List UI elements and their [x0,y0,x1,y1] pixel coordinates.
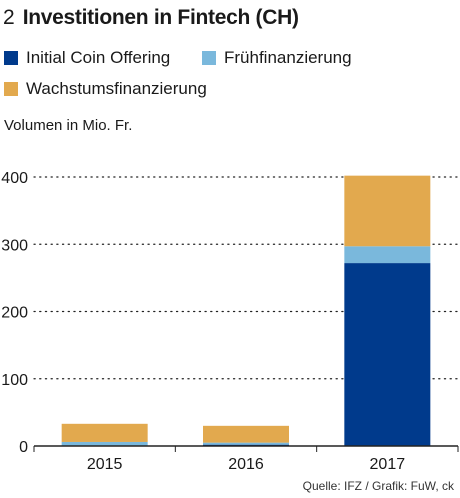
legend-item-ico: Initial Coin Offering [4,48,170,68]
legend-label-fruehfinanzierung: Frühfinanzierung [224,48,352,67]
chart-header: 2 Investitionen in Fintech (CH) [3,6,299,36]
bar-2017-series-1 [344,246,431,264]
legend-item-wachstumsfinanzierung: Wachstumsfinanzierung [4,79,207,99]
bar-2015-series-2 [61,423,148,442]
chart-title: Investitionen in Fintech (CH) [22,6,299,29]
source-note: Quelle: IFZ / Grafik: FuW, ck [302,479,454,493]
legend-swatch-ico [4,51,18,65]
y-tick-label-0: 0 [19,439,28,456]
bar-2016-series-2 [203,425,289,443]
figure-number: 2 [3,6,15,29]
legend-label-ico: Initial Coin Offering [26,48,171,67]
y-tick-label-300: 300 [1,237,28,254]
y-tick-label-100: 100 [1,372,28,389]
y-axis-label: Volumen in Mio. Fr. [4,117,133,134]
bar-2016-series-1 [203,442,289,445]
legend-label-wachstumsfinanzierung: Wachstumsfinanzierung [26,79,207,98]
legend-item-fruehfinanzierung: Frühfinanzierung [202,48,352,68]
legend-swatch-fruehfinanzierung [202,51,216,65]
x-tick-label-2016: 2016 [228,456,264,473]
bar-2017-series-2 [344,175,431,247]
bar-2017-series-0 [344,263,431,446]
y-tick-label-400: 400 [1,170,28,187]
x-tick-label-2017: 2017 [370,456,406,473]
bar-2015-series-1 [61,441,148,446]
y-tick-label-200: 200 [1,305,28,322]
legend-swatch-wachstumsfinanzierung [4,82,18,96]
x-tick-label-2015: 2015 [87,456,123,473]
